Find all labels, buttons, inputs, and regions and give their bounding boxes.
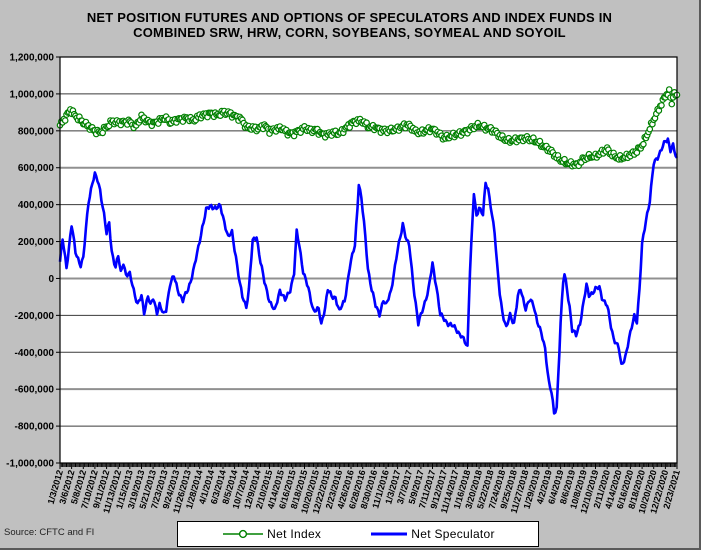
svg-text:1,200,000: 1,200,000 [10,53,55,64]
svg-text:400,000: 400,000 [18,200,55,211]
svg-text:0: 0 [48,274,54,285]
svg-text:-800,000: -800,000 [15,422,55,433]
series-net-index [56,86,681,170]
svg-text:-400,000: -400,000 [15,348,55,359]
chart-title-line1: NET POSITION FUTURES AND OPTIONS OF SPEC… [86,10,613,25]
y-axis-labels: 1,200,000 1,000,000 800,000 600,000 400,000 2… [6,53,54,470]
svg-text:200,000: 200,000 [18,237,55,248]
x-axis-ticks [59,463,678,469]
svg-text:-600,000: -600,000 [15,385,55,396]
net-index-line-marker-icon [223,529,264,539]
svg-text:1,000,000: 1,000,000 [10,89,55,100]
chart-title: NET POSITION FUTURES AND OPTIONS OF SPEC… [0,10,699,40]
source-note: Source: CFTC and FI [4,527,95,538]
svg-text:-1,000,000: -1,000,000 [6,459,54,470]
chart-title-line2: COMBINED SRW, HRW, CORN, SOYBEANS, SOYME… [133,25,566,40]
x-axis-labels: 1/3/20123/6/20125/8/20127/10/20129/11/20… [46,469,682,515]
legend-label-net-speculator: Net Speculator [411,527,495,541]
chart-legend: Net Index Net Speculator [177,521,539,547]
net-speculator-line-icon [371,532,408,536]
legend-item-net-speculator: Net Speculator [369,527,495,541]
legend-item-net-index: Net Index [221,527,321,541]
legend-label-net-index: Net Index [267,527,322,541]
series-net-speculator [58,137,679,415]
svg-text:-200,000: -200,000 [15,311,55,322]
svg-text:600,000: 600,000 [18,163,55,174]
svg-text:800,000: 800,000 [18,126,55,137]
